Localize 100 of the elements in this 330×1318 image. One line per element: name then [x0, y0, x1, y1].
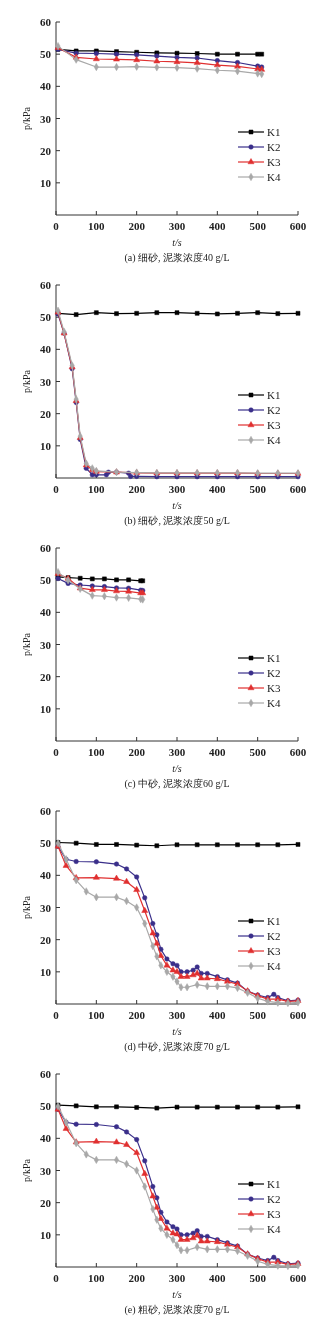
- y-tick-label: 30: [40, 375, 52, 388]
- y-tick-label: 20: [40, 670, 52, 683]
- legend-label: K2: [267, 667, 281, 679]
- text: (a) 细砂, 泥浆浓度40 g/L: [124, 252, 230, 264]
- x-axis-title: t/s: [172, 500, 182, 511]
- x-tick-label: 300: [168, 483, 186, 495]
- x-tick-label: 200: [128, 483, 146, 495]
- x-tick-label: 200: [128, 1272, 146, 1284]
- x-tick-label: 0: [53, 220, 60, 232]
- legend-label: K4: [267, 171, 281, 183]
- x-tick-label: 500: [249, 1272, 267, 1284]
- x-tick-label: 100: [88, 746, 106, 758]
- legend-label: K4: [267, 1223, 281, 1235]
- legend-label: K4: [267, 434, 281, 446]
- y-tick-label: 20: [40, 933, 52, 946]
- x-tick-label: 500: [249, 1009, 267, 1021]
- y-tick-label: 10: [40, 176, 52, 189]
- x-tick-label: 100: [88, 220, 106, 232]
- x-tick-label: 600: [289, 1009, 307, 1021]
- y-tick-label: 50: [40, 574, 52, 587]
- y-tick-label: 60: [40, 16, 52, 28]
- x-tick-label: 400: [209, 746, 227, 758]
- y-tick-label: 20: [40, 144, 52, 157]
- y-tick-label: 40: [40, 1132, 52, 1145]
- y-tick-label: 10: [40, 965, 52, 978]
- y-tick-label: 50: [40, 311, 52, 324]
- x-tick-label: 0: [53, 1272, 60, 1284]
- y-tick-label: 40: [40, 606, 52, 619]
- y-axis-title: p/kPa: [21, 1158, 32, 1182]
- x-tick-label: 200: [128, 746, 146, 758]
- y-tick-label: 40: [40, 869, 52, 882]
- legend-label: K3: [267, 419, 281, 431]
- legend-label: K2: [267, 404, 281, 416]
- y-tick-label: 10: [40, 439, 52, 452]
- x-tick-label: 200: [128, 220, 146, 232]
- legend-label: K3: [267, 156, 281, 168]
- x-tick-label: 500: [249, 746, 267, 758]
- x-tick-label: 100: [88, 1009, 106, 1021]
- x-tick-label: 500: [249, 483, 267, 495]
- y-tick-label: 30: [40, 901, 52, 914]
- y-tick-label: 60: [40, 805, 52, 817]
- y-tick-label: 20: [40, 1196, 52, 1209]
- legend-label: K2: [267, 930, 281, 942]
- legend-label: K2: [267, 1193, 281, 1205]
- x-axis-title: t/s: [172, 237, 182, 248]
- x-tick-label: 600: [289, 746, 307, 758]
- y-tick-label: 40: [40, 343, 52, 356]
- text: (c) 中砂, 泥浆浓度60 g/L: [124, 778, 230, 790]
- x-tick-label: 100: [88, 483, 106, 495]
- y-tick-label: 50: [40, 48, 52, 61]
- legend-label: K4: [267, 960, 281, 972]
- x-tick-label: 300: [168, 1272, 186, 1284]
- y-tick-label: 30: [40, 112, 52, 125]
- y-tick-label: 30: [40, 1164, 52, 1177]
- y-axis-title: p/kPa: [21, 369, 32, 393]
- text: (d) 中砂, 泥浆浓度70 g/L: [124, 1041, 230, 1053]
- legend-label: K3: [267, 682, 281, 694]
- x-tick-label: 0: [53, 483, 60, 495]
- y-tick-label: 60: [40, 279, 52, 291]
- x-tick-label: 600: [289, 220, 307, 232]
- legend-label: K4: [267, 697, 281, 709]
- y-axis-title: p/kPa: [21, 895, 32, 919]
- y-tick-label: 50: [40, 1100, 52, 1113]
- legend-label: K1: [267, 1178, 281, 1190]
- x-tick-label: 400: [209, 1272, 227, 1284]
- legend-label: K2: [267, 141, 281, 153]
- legend-label: K1: [267, 652, 281, 664]
- legend-label: K1: [267, 389, 281, 401]
- legend-label: K1: [267, 915, 281, 927]
- x-tick-label: 500: [249, 220, 267, 232]
- x-axis-title: t/s: [172, 1026, 182, 1037]
- x-tick-label: 0: [53, 746, 60, 758]
- y-tick-label: 30: [40, 638, 52, 651]
- y-axis-title: p/kPa: [21, 106, 32, 130]
- x-tick-label: 300: [168, 746, 186, 758]
- x-tick-label: 300: [168, 1009, 186, 1021]
- x-tick-label: 300: [168, 220, 186, 232]
- x-tick-label: 400: [209, 483, 227, 495]
- x-tick-label: 400: [209, 220, 227, 232]
- y-tick-label: 60: [40, 542, 52, 554]
- y-tick-label: 10: [40, 702, 52, 715]
- x-tick-label: 600: [289, 483, 307, 495]
- x-tick-label: 0: [53, 1009, 60, 1021]
- legend-label: K3: [267, 945, 281, 957]
- y-tick-label: 10: [40, 1228, 52, 1241]
- legend-label: K3: [267, 1208, 281, 1220]
- y-tick-label: 60: [40, 1068, 52, 1080]
- x-tick-label: 200: [128, 1009, 146, 1021]
- x-axis-title: t/s: [172, 763, 182, 774]
- text: (e) 粗砂, 泥浆浓度70 g/L: [124, 1304, 230, 1316]
- text: (b) 细砂, 泥浆浓度50 g/L: [124, 515, 230, 527]
- y-tick-label: 40: [40, 80, 52, 93]
- x-tick-label: 100: [88, 1272, 106, 1284]
- legend-label: K1: [267, 126, 281, 138]
- x-tick-label: 400: [209, 1009, 227, 1021]
- x-axis-title: t/s: [172, 1289, 182, 1300]
- y-tick-label: 20: [40, 407, 52, 420]
- y-axis-title: p/kPa: [21, 632, 32, 656]
- y-tick-label: 50: [40, 837, 52, 850]
- x-tick-label: 600: [289, 1272, 307, 1284]
